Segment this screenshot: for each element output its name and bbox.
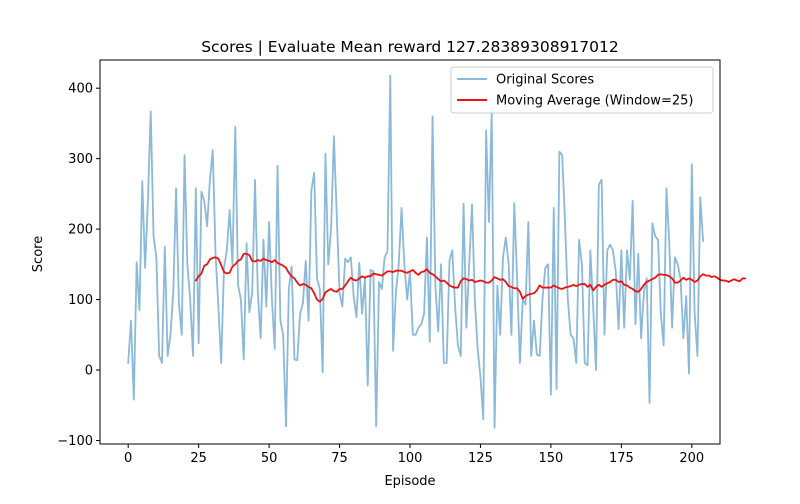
legend: Original Scores Moving Average (Window=2… [450, 66, 714, 114]
x-tick-label: 50 [261, 451, 278, 466]
y-axis-label: Score [31, 236, 46, 272]
legend-box [450, 66, 714, 114]
x-axis-label: Episode [384, 474, 435, 489]
plot-frame [99, 59, 721, 445]
x-tick-label: 175 [609, 451, 634, 466]
x-tick-label: 25 [190, 451, 207, 466]
x-tick-label: 75 [331, 451, 348, 466]
x-tick-label: 125 [468, 451, 493, 466]
series-layer [127, 74, 747, 429]
y-tick-label: 0 [85, 364, 93, 379]
legend-label-original-scores: Original Scores [496, 73, 594, 88]
legend-label-moving-average: Moving Average (Window=25) [496, 94, 693, 109]
x-tick-label: 150 [538, 451, 563, 466]
y-tick-label: 400 [68, 82, 93, 97]
series-line-moving-average-window-25 [194, 252, 747, 303]
x-tick-label: 0 [124, 451, 132, 466]
y-tick-label: 200 [68, 223, 93, 238]
ticks-layer: 0 25 50 75 100 125 150 175 200 −100 0 100 200 300 400 [57, 82, 704, 466]
y-tick-label: 100 [68, 293, 93, 308]
x-tick-label: 200 [679, 451, 704, 466]
series-line-original-scores [127, 74, 704, 429]
x-tick-label: 100 [398, 451, 423, 466]
chart-title: Scores | Evaluate Mean reward 127.283893… [201, 38, 619, 56]
y-tick-label: 300 [68, 152, 93, 167]
y-tick-label: −100 [57, 434, 93, 449]
